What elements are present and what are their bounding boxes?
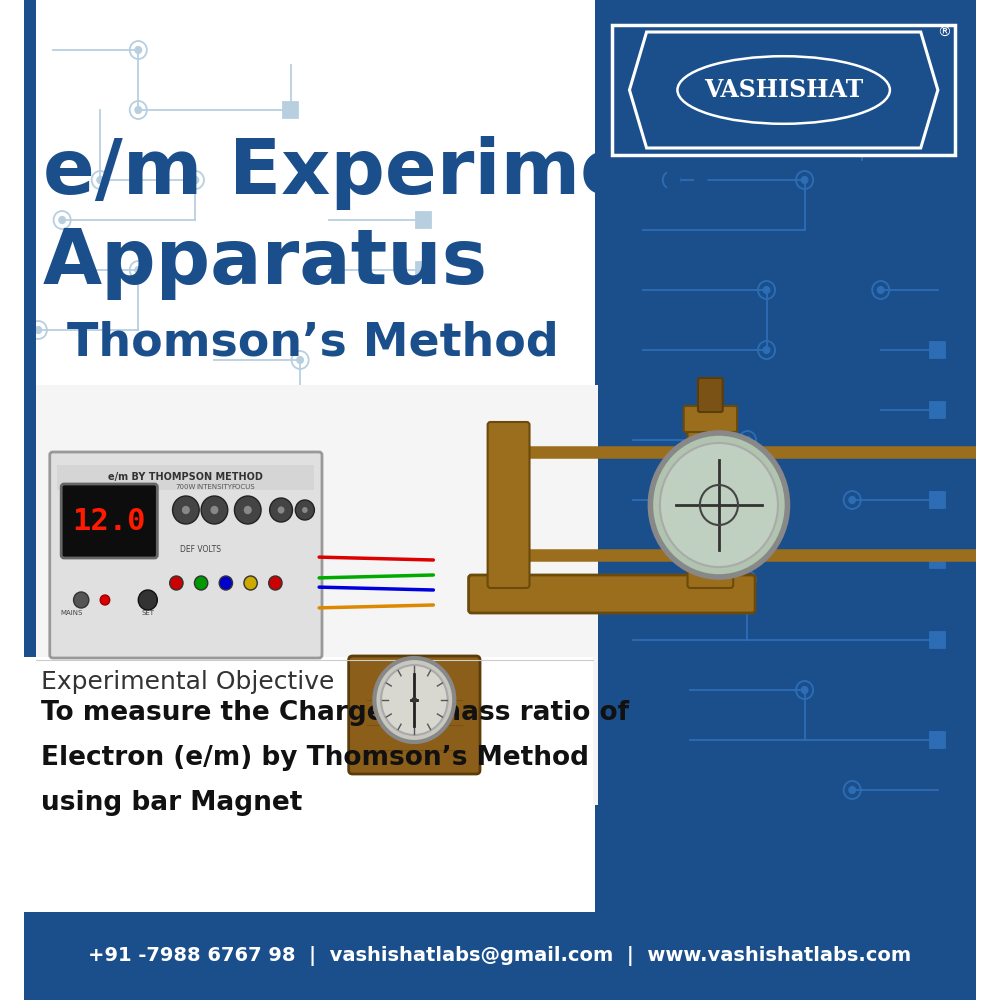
Circle shape — [801, 177, 808, 183]
Text: FOCUS: FOCUS — [231, 484, 255, 490]
Bar — [595, 0, 976, 1000]
FancyBboxPatch shape — [349, 656, 480, 774]
Circle shape — [374, 658, 454, 742]
Circle shape — [295, 500, 314, 520]
Text: Thomson’s Method: Thomson’s Method — [67, 320, 559, 365]
Bar — [416, 262, 431, 278]
Text: e/m Experiment: e/m Experiment — [43, 136, 723, 210]
FancyBboxPatch shape — [50, 452, 322, 658]
Circle shape — [182, 506, 190, 514]
Text: DEF VOLTS: DEF VOLTS — [180, 546, 221, 554]
Text: +91 -7988 6767 98  |  vashishatlabs@gmail.com  |  www.vashishatlabs.com: +91 -7988 6767 98 | vashishatlabs@gmail.… — [88, 946, 912, 966]
Circle shape — [219, 576, 233, 590]
Circle shape — [135, 47, 142, 53]
Circle shape — [744, 437, 751, 443]
Text: VASHISHAT: VASHISHAT — [704, 78, 863, 102]
Circle shape — [302, 507, 308, 513]
Circle shape — [170, 576, 183, 590]
FancyBboxPatch shape — [688, 417, 733, 588]
Circle shape — [138, 590, 157, 610]
Circle shape — [660, 443, 778, 567]
Text: Apparatus: Apparatus — [43, 226, 488, 300]
Circle shape — [849, 787, 855, 793]
Circle shape — [234, 496, 261, 524]
Text: MAINS: MAINS — [60, 610, 83, 616]
Circle shape — [744, 37, 751, 43]
Bar — [930, 552, 945, 568]
Circle shape — [411, 697, 417, 703]
Text: Electron (e/m) by Thomson’s Method: Electron (e/m) by Thomson’s Method — [41, 745, 589, 771]
Circle shape — [135, 267, 142, 273]
FancyBboxPatch shape — [61, 484, 157, 558]
Bar — [612, 25, 955, 155]
Circle shape — [59, 217, 65, 223]
Bar — [930, 342, 945, 358]
Circle shape — [173, 496, 199, 524]
Bar — [930, 492, 945, 508]
Circle shape — [74, 592, 89, 608]
Circle shape — [97, 177, 103, 183]
Bar — [930, 632, 945, 648]
Bar — [283, 102, 298, 118]
Circle shape — [269, 576, 282, 590]
Circle shape — [801, 687, 808, 693]
Text: 700W: 700W — [176, 484, 196, 490]
Bar — [36, 385, 598, 805]
Circle shape — [210, 506, 218, 514]
Text: e/m BY THOMPSON METHOD: e/m BY THOMPSON METHOD — [108, 472, 263, 482]
Circle shape — [650, 433, 787, 577]
Circle shape — [135, 107, 142, 113]
Bar — [854, 92, 869, 108]
Circle shape — [381, 665, 448, 735]
Text: SET: SET — [141, 610, 154, 616]
Text: ®: ® — [937, 26, 951, 40]
Circle shape — [35, 327, 42, 333]
Circle shape — [201, 496, 228, 524]
Circle shape — [244, 506, 252, 514]
Circle shape — [192, 177, 199, 183]
Circle shape — [668, 177, 675, 183]
Circle shape — [297, 357, 303, 363]
Circle shape — [877, 287, 884, 293]
Circle shape — [194, 576, 208, 590]
Circle shape — [278, 506, 284, 514]
Text: 12.0: 12.0 — [72, 506, 146, 536]
Text: Experimental Objective: Experimental Objective — [41, 670, 335, 694]
Text: To measure the Charge to mass ratio of: To measure the Charge to mass ratio of — [41, 700, 629, 726]
Circle shape — [763, 347, 770, 353]
Text: INTENSITY: INTENSITY — [196, 484, 232, 490]
FancyBboxPatch shape — [469, 575, 755, 613]
Circle shape — [849, 497, 855, 503]
Bar — [416, 212, 431, 228]
FancyBboxPatch shape — [684, 406, 737, 432]
Circle shape — [744, 577, 751, 583]
Bar — [57, 465, 314, 490]
Bar — [930, 402, 945, 418]
Text: using bar Magnet: using bar Magnet — [41, 790, 303, 816]
Bar — [24, 0, 36, 1000]
Circle shape — [244, 576, 257, 590]
Circle shape — [744, 97, 751, 103]
Bar — [930, 732, 945, 748]
Bar — [24, 657, 593, 915]
Bar — [24, 912, 976, 1000]
Circle shape — [297, 407, 303, 413]
Bar — [378, 402, 393, 418]
FancyBboxPatch shape — [698, 378, 723, 412]
Circle shape — [270, 498, 292, 522]
FancyBboxPatch shape — [488, 422, 530, 588]
Circle shape — [100, 595, 110, 605]
Circle shape — [763, 287, 770, 293]
